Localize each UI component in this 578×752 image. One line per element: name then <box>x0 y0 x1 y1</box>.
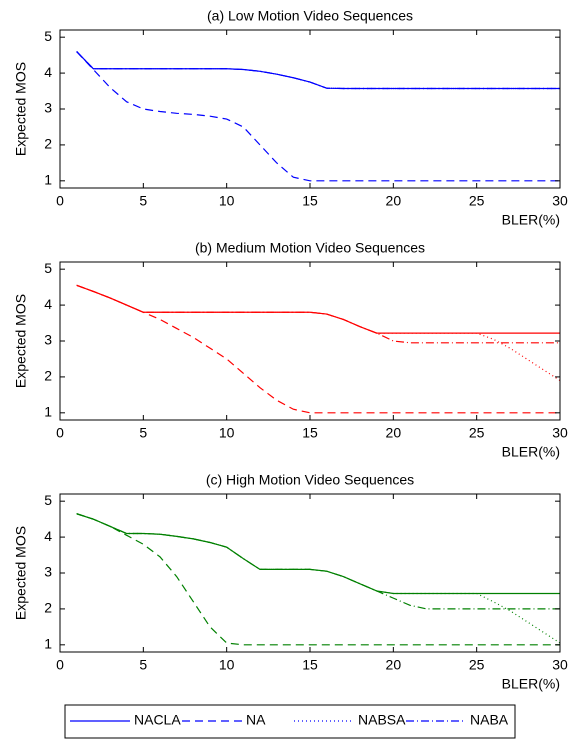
x-tick-label: 10 <box>219 193 235 209</box>
x-axis-label: BLER(%) <box>502 212 560 228</box>
legend-label: NABA <box>470 712 509 728</box>
y-tick-label: 1 <box>44 172 52 188</box>
x-tick-label: 15 <box>302 425 318 441</box>
chart-title: (b) Medium Motion Video Sequences <box>195 240 425 256</box>
x-tick-label: 0 <box>56 193 64 209</box>
y-axis-label: Expected MOS <box>13 526 29 620</box>
y-tick-label: 1 <box>44 404 52 420</box>
y-tick-label: 2 <box>44 368 52 384</box>
x-tick-label: 15 <box>302 193 318 209</box>
y-tick-label: 4 <box>44 528 52 544</box>
y-tick-label: 2 <box>44 600 52 616</box>
plot-area <box>60 262 560 420</box>
y-tick-label: 3 <box>44 100 52 116</box>
y-axis-label: Expected MOS <box>13 294 29 388</box>
chart-title: (a) Low Motion Video Sequences <box>207 8 413 24</box>
series-line <box>76 284 560 414</box>
x-tick-label: 10 <box>219 425 235 441</box>
y-tick-label: 1 <box>44 636 52 652</box>
x-tick-label: 25 <box>469 193 485 209</box>
x-tick-label: 5 <box>139 425 147 441</box>
y-tick-label: 3 <box>44 332 52 348</box>
series-line <box>76 513 560 646</box>
chart-title: (c) High Motion Video Sequences <box>206 472 414 488</box>
x-tick-label: 5 <box>139 657 147 673</box>
x-tick-label: 20 <box>386 657 402 673</box>
series-line <box>76 513 561 644</box>
series-line <box>76 284 560 344</box>
x-axis-label: BLER(%) <box>502 676 560 692</box>
y-tick-label: 4 <box>44 64 52 80</box>
legend-label: NABSA <box>358 712 406 728</box>
x-tick-label: 30 <box>552 193 568 209</box>
x-tick-label: 15 <box>302 657 318 673</box>
y-tick-label: 5 <box>44 28 52 44</box>
x-tick-label: 20 <box>386 193 402 209</box>
y-tick-label: 5 <box>44 260 52 276</box>
series-line <box>76 51 560 90</box>
x-tick-label: 0 <box>56 657 64 673</box>
y-tick-label: 2 <box>44 136 52 152</box>
x-tick-label: 0 <box>56 425 64 441</box>
x-tick-label: 30 <box>552 657 568 673</box>
y-tick-label: 3 <box>44 564 52 580</box>
x-tick-label: 5 <box>139 193 147 209</box>
y-tick-label: 5 <box>44 492 52 508</box>
x-tick-label: 10 <box>219 657 235 673</box>
x-tick-label: 25 <box>469 425 485 441</box>
y-axis-label: Expected MOS <box>13 62 29 156</box>
plot-area <box>60 494 560 652</box>
legend-label: NACLA <box>134 712 181 728</box>
series-line <box>76 51 560 182</box>
y-tick-label: 4 <box>44 296 52 312</box>
series-line <box>76 513 560 610</box>
x-tick-label: 30 <box>552 425 568 441</box>
legend-label: NA <box>246 712 266 728</box>
x-tick-label: 25 <box>469 657 485 673</box>
x-axis-label: BLER(%) <box>502 444 560 460</box>
x-tick-label: 20 <box>386 425 402 441</box>
plot-area <box>60 30 560 188</box>
